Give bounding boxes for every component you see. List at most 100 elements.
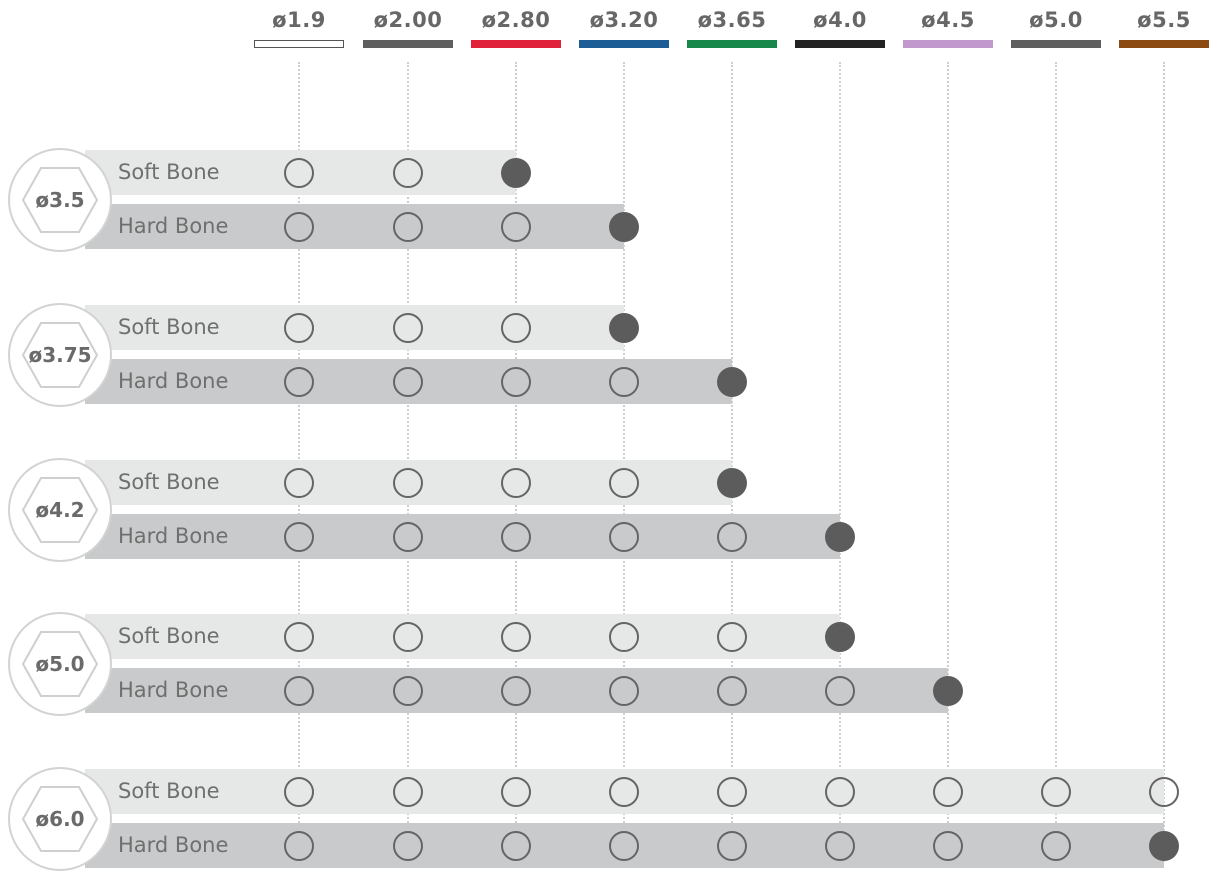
drill-size-label: ø3.20: [589, 8, 659, 32]
drill-step-marker: [501, 312, 531, 343]
bone-type-label: Soft Bone: [118, 315, 220, 339]
bone-type-label: Hard Bone: [118, 833, 229, 857]
drill-color-bar: [254, 40, 344, 48]
implant-diameter-label: ø4.2: [35, 497, 85, 522]
soft-bone-row: [85, 305, 624, 350]
drill-step-marker: [284, 312, 314, 343]
drill-step-marker: [609, 675, 639, 706]
drill-step-marker: [717, 675, 747, 706]
hexagon-icon: [21, 785, 99, 852]
implant-diameter-badge: ø3.75: [8, 302, 112, 407]
drill-size-label: ø5.5: [1137, 8, 1191, 32]
drill-step-marker: [717, 830, 747, 861]
drill-step-marker: [609, 521, 639, 552]
drill-color-bar: [471, 40, 561, 48]
drill-step-marker: [284, 366, 314, 397]
drill-step-marker: [1149, 776, 1179, 807]
final-drill-marker: [717, 366, 747, 397]
drill-step-marker: [393, 521, 423, 552]
implant-diameter-label: ø6.0: [35, 806, 85, 831]
final-drill-marker: [609, 312, 639, 343]
bone-type-label: Soft Bone: [118, 779, 220, 803]
drill-color-bar: [579, 40, 669, 48]
drill-step-marker: [284, 467, 314, 498]
implant-diameter-label: ø3.5: [35, 187, 85, 212]
drill-step-marker: [717, 621, 747, 652]
hexagon-icon: [21, 166, 99, 233]
bone-type-label: Hard Bone: [118, 369, 229, 393]
drill-size-label: ø1.9: [272, 8, 326, 32]
drill-step-marker: [284, 157, 314, 188]
drill-step-marker: [609, 776, 639, 807]
drill-step-marker: [1041, 776, 1071, 807]
drill-step-marker: [501, 211, 531, 242]
drill-size-label: ø4.5: [921, 8, 975, 32]
drill-step-marker: [717, 521, 747, 552]
implant-diameter-badge: ø6.0: [8, 766, 112, 871]
bone-type-label: Soft Bone: [118, 624, 220, 648]
drill-step-marker: [284, 211, 314, 242]
implant-diameter-label: ø3.75: [28, 342, 92, 367]
drill-guide-line: [1163, 62, 1165, 862]
drill-step-marker: [501, 776, 531, 807]
drill-step-marker: [609, 621, 639, 652]
drill-guide-line: [731, 62, 733, 862]
drill-color-bar: [1011, 40, 1101, 48]
drill-step-marker: [933, 776, 963, 807]
drill-step-marker: [393, 675, 423, 706]
drill-step-marker: [284, 621, 314, 652]
drill-size-label: ø4.0: [813, 8, 867, 32]
implant-diameter-badge: ø5.0: [8, 611, 112, 716]
drill-step-marker: [393, 211, 423, 242]
soft-bone-row: [85, 614, 840, 659]
drill-step-marker: [609, 366, 639, 397]
drill-guide-line: [839, 62, 841, 862]
implant-diameter-label: ø5.0: [35, 651, 85, 676]
final-drill-marker: [717, 467, 747, 498]
drill-header: ø1.9 ø2.00 ø2.80 ø3.20 ø3.65 ø4.0 ø4.5 ø5.0 ø5.5: [0, 0, 1213, 60]
drill-column-header: ø4.0: [794, 0, 886, 50]
final-drill-marker: [825, 621, 855, 652]
drill-column-header: ø3.20: [578, 0, 670, 50]
drill-step-marker: [393, 312, 423, 343]
drill-step-marker: [933, 830, 963, 861]
drill-step-marker: [609, 830, 639, 861]
hard-bone-row: [85, 514, 840, 559]
drill-color-bar: [687, 40, 777, 48]
drill-color-bar: [1119, 40, 1209, 48]
drill-step-marker: [501, 830, 531, 861]
drill-step-marker: [501, 467, 531, 498]
drill-column-header: ø2.80: [470, 0, 562, 50]
hard-bone-row: [85, 204, 624, 249]
bone-type-label: Soft Bone: [118, 160, 220, 184]
drill-step-marker: [393, 157, 423, 188]
drill-guide-line: [947, 62, 949, 862]
final-drill-marker: [501, 157, 531, 188]
final-drill-marker: [609, 211, 639, 242]
drill-step-marker: [501, 675, 531, 706]
drill-step-marker: [393, 776, 423, 807]
drill-step-marker: [825, 675, 855, 706]
drill-column-header: ø3.65: [686, 0, 778, 50]
bone-type-label: Soft Bone: [118, 470, 220, 494]
drill-step-marker: [825, 776, 855, 807]
hexagon-icon: [21, 321, 99, 388]
drill-step-marker: [284, 521, 314, 552]
drill-step-marker: [393, 467, 423, 498]
drill-column-header: ø4.5: [902, 0, 994, 50]
drill-step-marker: [609, 467, 639, 498]
drill-step-marker: [284, 776, 314, 807]
drill-step-marker: [825, 830, 855, 861]
drill-step-marker: [393, 830, 423, 861]
drill-step-marker: [501, 621, 531, 652]
drill-step-marker: [393, 366, 423, 397]
drill-step-marker: [393, 621, 423, 652]
implant-diameter-badge: ø4.2: [8, 457, 112, 562]
drill-color-bar: [903, 40, 993, 48]
drill-step-marker: [284, 675, 314, 706]
drill-step-marker: [501, 521, 531, 552]
bone-type-label: Hard Bone: [118, 524, 229, 548]
drill-column-header: ø1.9: [253, 0, 345, 50]
hexagon-icon: [21, 630, 99, 697]
bone-type-label: Hard Bone: [118, 214, 229, 238]
